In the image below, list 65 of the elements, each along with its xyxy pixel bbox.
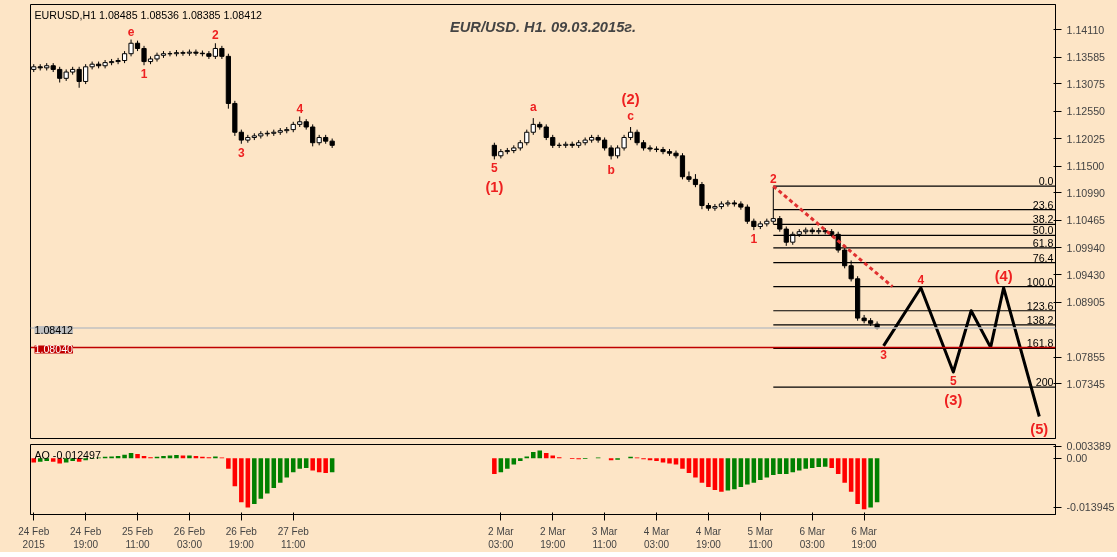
annotation: 3	[880, 347, 888, 362]
legend-label: 76.4	[1032, 251, 1054, 264]
x-tick-label: 2 Mar 03:00	[488, 525, 515, 550]
y-tick-label: 1.09940	[1066, 241, 1106, 254]
annotation: 1	[140, 67, 148, 82]
x-tick-label: 26 Feb 03:00	[173, 525, 206, 550]
series-label: 200	[1035, 376, 1054, 389]
annotation: 1	[750, 232, 758, 247]
annotation: e	[127, 24, 135, 39]
series-label: 38.2	[1032, 213, 1054, 226]
x-tick-label: 6 Mar 03:00	[799, 525, 826, 550]
y-tick-label: 1.14110	[1066, 23, 1105, 36]
annotation: (2)	[621, 91, 640, 107]
annotation: c	[627, 109, 635, 123]
legend-label: 100.0	[1026, 275, 1054, 288]
annotation: 4	[917, 272, 925, 287]
annotation: a	[529, 100, 537, 115]
x-tick-label: 4 Mar 19:00	[695, 525, 722, 550]
y-tick-label: 1.12025	[1066, 132, 1106, 145]
x-tick-label: 24 Feb 19:00	[70, 525, 102, 550]
legend-label: 123.6	[1026, 299, 1054, 312]
annotation: AO -0.012497	[34, 448, 101, 461]
ref-line-label: 1.08040	[34, 343, 74, 356]
y-tick-label: 1.10465	[1066, 214, 1106, 227]
ref-line-label: 1.08412	[34, 323, 74, 336]
annotation: 2	[769, 172, 777, 187]
x-tick-label: 27 Feb 11:00	[277, 525, 310, 550]
x-tick-label: 2 Mar 19:00	[539, 525, 567, 550]
y-tick-label: 1.07855	[1066, 351, 1106, 364]
annotation: b	[607, 163, 615, 178]
y-tick-label: 1.09430	[1066, 268, 1106, 281]
y-tick-label: 1.08905	[1066, 296, 1106, 309]
annotation: (5)	[1030, 420, 1049, 437]
y-tick-label: 1.13585	[1066, 51, 1106, 64]
text: EUR/USD. H1. 09.03.2015г.	[449, 18, 637, 35]
annotation: 5	[949, 374, 957, 389]
y-tick-label: 0.003389	[1066, 440, 1112, 453]
y-tick-label: 1.11500	[1066, 160, 1105, 173]
legend-label: 0.0	[1038, 175, 1054, 188]
y-tick-label: 1.07345	[1066, 377, 1106, 390]
y-tick-label: 0.00	[1066, 452, 1088, 465]
legend-label: 23.6	[1032, 198, 1054, 211]
y-tick-label: -0.013945	[1066, 501, 1115, 514]
y-tick-label: 1.12550	[1066, 105, 1106, 118]
y-tick-label: 1.10990	[1066, 186, 1106, 199]
legend-label: 50.0	[1032, 224, 1054, 237]
x-tick-label: 4 Mar 03:00	[643, 525, 670, 550]
series-label: 161.8	[1026, 337, 1054, 350]
annotation: (1)	[485, 179, 504, 196]
x-tick-label: 3 Mar 11:00	[591, 525, 619, 550]
annotation: EURUSD,H1 1.08485 1.08536 1.08385 1.08412	[34, 8, 263, 21]
x-tick-label: 25 Feb 11:00	[121, 525, 154, 550]
x-tick-label: 5 Mar 11:00	[747, 525, 774, 550]
x-tick-label: 24 Feb 2015	[18, 525, 50, 550]
annotation: (4)	[994, 267, 1013, 284]
y-tick-label: 1.13075	[1066, 77, 1106, 90]
x-tick-label: 26 Feb 19:00	[225, 525, 258, 550]
annotation: 5	[491, 161, 499, 176]
annotation: 2	[212, 28, 220, 43]
series-label: 61.8	[1032, 236, 1054, 249]
series-label: 138.2	[1026, 313, 1054, 326]
x-tick-label: 6 Mar 19:00	[851, 525, 878, 550]
annotation: 4	[296, 101, 304, 116]
annotation: (3)	[944, 392, 963, 409]
annotation: 3	[238, 145, 245, 160]
